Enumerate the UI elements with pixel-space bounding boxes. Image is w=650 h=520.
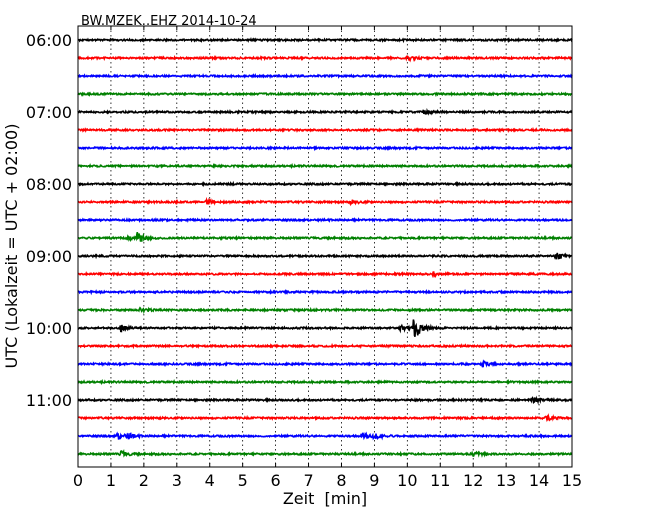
x-tick-label: 13 [496, 471, 516, 490]
trace-0715 [77, 126, 573, 133]
trace-1015 [77, 342, 573, 350]
trace-0600 [78, 37, 573, 44]
x-tick-label: 10 [397, 471, 417, 490]
trace-1045 [77, 378, 573, 386]
y-tick-label: 06:00 [26, 31, 72, 50]
x-tick-label: 5 [238, 471, 248, 490]
chart-title: BW.MZEK..EHZ 2014-10-24 [81, 14, 257, 29]
trace-0945 [78, 306, 573, 315]
trace-1115 [77, 413, 573, 423]
x-tick-label: 0 [73, 471, 83, 490]
trace-1100 [77, 395, 573, 405]
trace-1130 [77, 431, 573, 441]
trace-1145 [77, 449, 573, 458]
trace-0800 [78, 180, 573, 188]
x-tick-label: 3 [172, 471, 182, 490]
x-tick-label: 6 [271, 471, 281, 490]
x-tick-label: 15 [562, 471, 582, 490]
x-tick-label: 2 [139, 471, 149, 490]
trace-0930 [77, 288, 573, 296]
x-tick-label: 4 [205, 471, 215, 490]
trace-1030 [77, 359, 573, 368]
y-axis-label: UTC (Lokalzeit = UTC + 02:00) [2, 124, 21, 369]
plot-frame [77, 25, 573, 468]
y-tick-label: 07:00 [26, 103, 72, 122]
x-axis: 0 1 2 3 4 5 6 7 8 9 10 11 12 13 14 15 [73, 26, 582, 490]
trace-0915 [77, 271, 573, 279]
trace-0830 [77, 216, 573, 224]
trace-0645 [77, 90, 573, 98]
trace-1000 [77, 319, 573, 337]
trace-0745 [77, 162, 573, 170]
x-tick-label: 8 [336, 471, 346, 490]
x-tick-label: 14 [529, 471, 549, 490]
x-tick-label: 7 [303, 471, 313, 490]
trace-0700 [77, 107, 573, 116]
y-axis: 06:00 07:00 08:00 09:00 10:00 11:00 [26, 31, 82, 410]
x-axis-label: Zeit [min] [283, 489, 367, 508]
trace-0615 [77, 54, 573, 63]
traces [77, 37, 573, 458]
x-tick-label: 1 [106, 471, 116, 490]
x-tick-label: 12 [463, 471, 483, 490]
trace-0900 [77, 252, 573, 260]
trace-0730 [77, 145, 573, 152]
y-tick-label: 11:00 [26, 391, 72, 410]
trace-0845 [77, 231, 573, 243]
y-tick-label: 08:00 [26, 175, 72, 194]
x-tick-label: 11 [430, 471, 450, 490]
x-tick-label: 9 [369, 471, 379, 490]
trace-0630 [77, 73, 573, 80]
trace-0815 [77, 196, 573, 207]
y-tick-label: 10:00 [26, 319, 72, 338]
grid [110, 26, 540, 467]
y-tick-label: 09:00 [26, 247, 72, 266]
